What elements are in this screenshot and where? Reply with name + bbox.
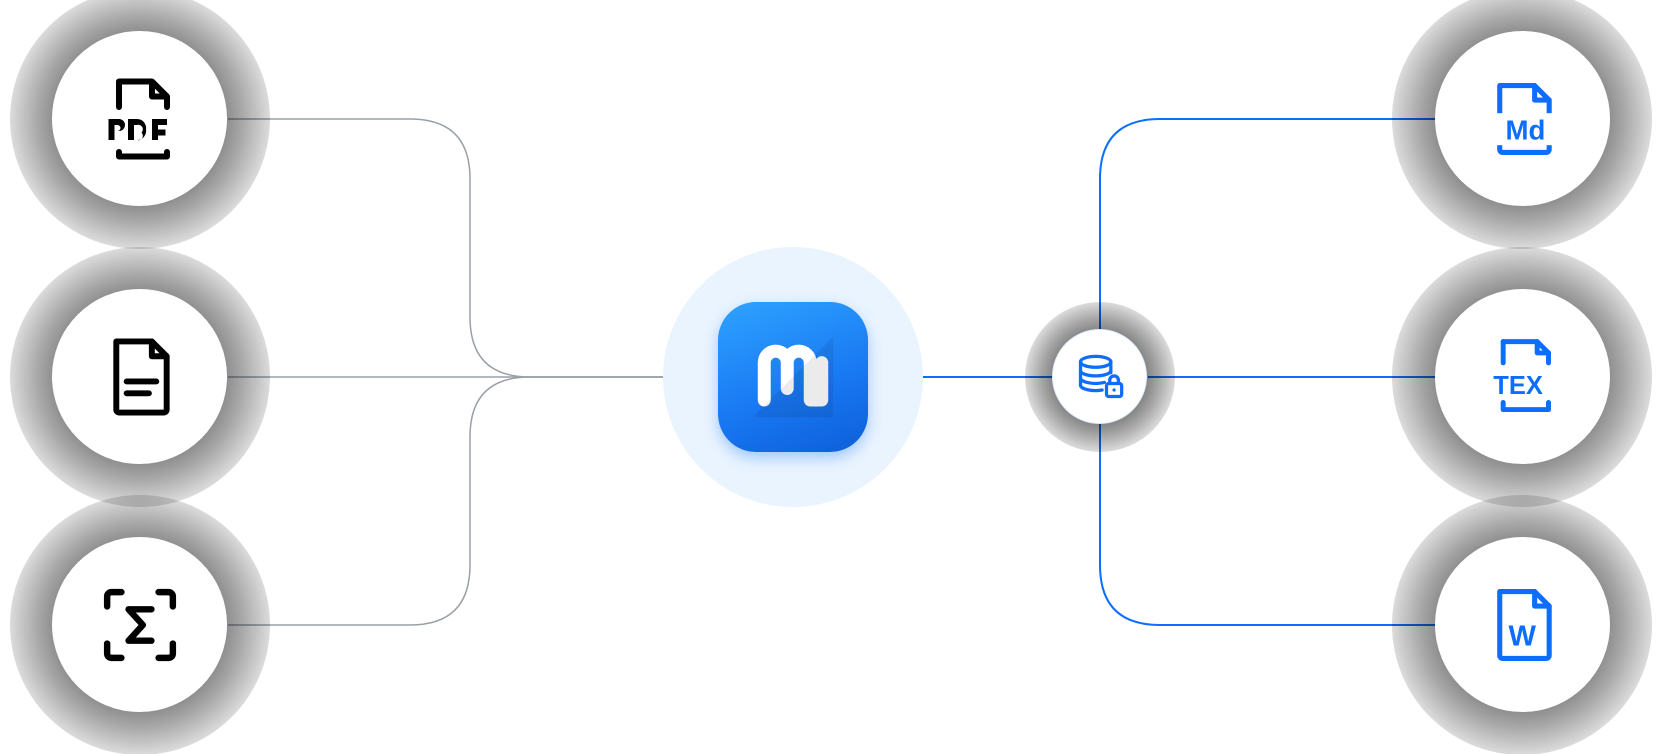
input-node-sigma bbox=[52, 537, 227, 712]
svg-text:W: W bbox=[1508, 620, 1536, 652]
diagram-canvas: Md Md TEX W bbox=[0, 0, 1664, 754]
svg-text:TEX: TEX bbox=[1493, 372, 1543, 400]
input-node-document bbox=[52, 289, 227, 464]
output-node-tex: TEX bbox=[1435, 289, 1610, 464]
app-logo-icon bbox=[747, 331, 839, 423]
center-node-halo bbox=[663, 247, 923, 507]
center-app-badge bbox=[718, 302, 868, 452]
output-node-word: W bbox=[1435, 537, 1610, 712]
pdf-file-icon bbox=[104, 77, 176, 161]
document-icon bbox=[107, 337, 173, 417]
sigma-scan-icon bbox=[100, 585, 180, 665]
svg-text:Md: Md bbox=[1505, 114, 1545, 145]
tex-file-icon: TEX bbox=[1489, 337, 1557, 417]
database-node bbox=[1052, 329, 1147, 424]
word-file-icon: W bbox=[1491, 587, 1555, 663]
output-node-markdown: Md Md bbox=[1435, 31, 1610, 206]
markdown-file-icon: Md Md bbox=[1491, 81, 1555, 157]
database-lock-icon bbox=[1074, 351, 1126, 403]
input-node-pdf bbox=[52, 31, 227, 206]
